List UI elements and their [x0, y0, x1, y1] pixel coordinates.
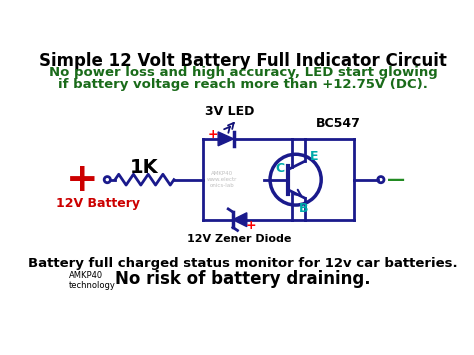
- Polygon shape: [218, 132, 234, 146]
- Text: Simple 12 Volt Battery Full Indicator Circuit: Simple 12 Volt Battery Full Indicator Ci…: [39, 52, 447, 70]
- Text: Battery full charged status monitor for 12v car batteries.: Battery full charged status monitor for …: [28, 257, 458, 270]
- Text: if battery voltage reach more than +12.75V (DC).: if battery voltage reach more than +12.7…: [58, 78, 428, 91]
- Text: No risk of battery draining.: No risk of battery draining.: [115, 270, 371, 288]
- Text: 12V Zener Diode: 12V Zener Diode: [187, 234, 291, 244]
- Text: BC547: BC547: [316, 116, 361, 130]
- Text: B: B: [299, 202, 308, 215]
- Text: C: C: [275, 162, 285, 175]
- Text: 3V LED: 3V LED: [205, 105, 255, 118]
- Text: AMKP40
www.electr
onics-lab: AMKP40 www.electr onics-lab: [207, 171, 237, 188]
- Text: No power loss and high accuracy, LED start glowing: No power loss and high accuracy, LED sta…: [48, 66, 438, 79]
- Text: 12V Battery: 12V Battery: [56, 197, 140, 209]
- Text: +: +: [246, 219, 256, 233]
- Text: —: —: [387, 171, 405, 189]
- Text: +: +: [66, 161, 99, 199]
- Text: E: E: [310, 150, 319, 163]
- Text: +: +: [208, 129, 218, 142]
- Polygon shape: [233, 213, 247, 226]
- Text: 1K: 1K: [130, 158, 159, 177]
- Text: AMKP40
technology: AMKP40 technology: [69, 271, 116, 290]
